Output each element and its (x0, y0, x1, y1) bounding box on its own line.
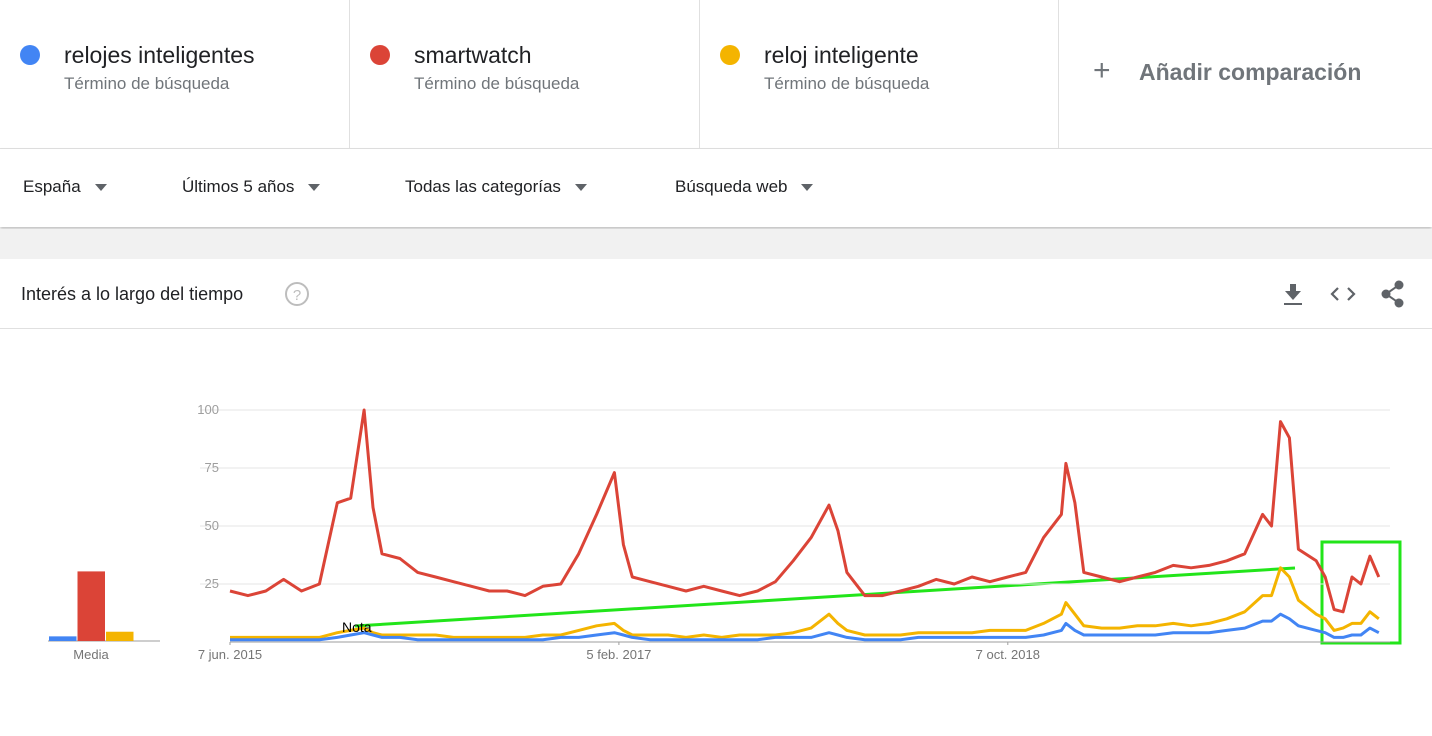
filter-label: Búsqueda web (675, 177, 788, 196)
term[interactable]: smartwatch Término de búsqueda (350, 0, 700, 148)
filter-label: Últimos 5 años (182, 177, 295, 196)
caret (801, 183, 814, 191)
term-name: relojes inteligentes (64, 42, 255, 68)
y-tick-label: 100 (197, 402, 219, 417)
average-bar (106, 631, 134, 641)
highlight-box (1320, 540, 1402, 645)
term-dot (720, 45, 740, 65)
x-tick-label: 5 feb. 2017 (586, 647, 651, 662)
caret (308, 183, 321, 191)
panel-icons: ? (285, 280, 1404, 308)
filter-dropdown[interactable]: Búsqueda web (675, 177, 814, 197)
term-subtitle: Término de búsqueda (64, 74, 230, 93)
download-icon[interactable] (1284, 284, 1302, 305)
term-name: reloj inteligente (764, 42, 919, 68)
panel-title: Interés a lo largo del tiempo (21, 284, 244, 304)
share-icon[interactable] (1381, 280, 1404, 308)
caret (94, 183, 107, 191)
term-name: smartwatch (414, 42, 532, 68)
x-tick-label: 7 oct. 2018 (976, 647, 1040, 662)
caret (574, 183, 587, 191)
series-line (230, 566, 1380, 639)
plus-icon: + (1093, 54, 1111, 87)
svg-text:?: ? (293, 287, 301, 304)
average-bar (49, 636, 77, 641)
filter-dropdown[interactable]: Últimos 5 años (182, 177, 321, 197)
series-line (230, 612, 1380, 642)
add-comparison[interactable]: + Añadir comparación (1059, 0, 1432, 148)
filter-dropdown[interactable]: Todas las categorías (405, 177, 587, 197)
term-dot (370, 45, 390, 65)
term[interactable]: reloj inteligente Término de búsqueda (700, 0, 1059, 148)
filter-label: España (23, 177, 81, 196)
filter-dropdown[interactable]: España (23, 177, 107, 197)
embed-icon[interactable] (1330, 287, 1356, 301)
filters: España Últimos 5 años Todas las categorí… (0, 149, 1432, 227)
filter-label: Todas las categorías (405, 177, 561, 196)
y-tick-label: 50 (205, 518, 219, 533)
term[interactable]: relojes inteligentes Término de búsqueda (0, 0, 350, 148)
y-tick-label: 75 (205, 460, 219, 475)
series-line (229, 408, 1381, 614)
average-label: Media (73, 647, 109, 662)
chart: 25 50 75 100 7 jun. 2015 5 feb. 2017 7 oct. 20… (48, 402, 1402, 662)
annotation: Nota (342, 619, 372, 635)
y-tick-label: 25 (205, 576, 219, 591)
help-icon[interactable]: ? (285, 282, 309, 306)
term-subtitle: Término de búsqueda (414, 74, 580, 93)
average-bar (77, 571, 105, 641)
search-terms: relojes inteligentes Término de búsqueda … (0, 0, 1432, 149)
term-subtitle: Término de búsqueda (764, 74, 930, 93)
panel-header: Interés a lo largo del tiempo ? (0, 259, 1432, 329)
separator-band (0, 229, 1432, 259)
x-tick-label: 7 jun. 2015 (198, 647, 262, 662)
add-comparison-label: Añadir comparación (1139, 59, 1362, 85)
term-dot (20, 45, 40, 65)
